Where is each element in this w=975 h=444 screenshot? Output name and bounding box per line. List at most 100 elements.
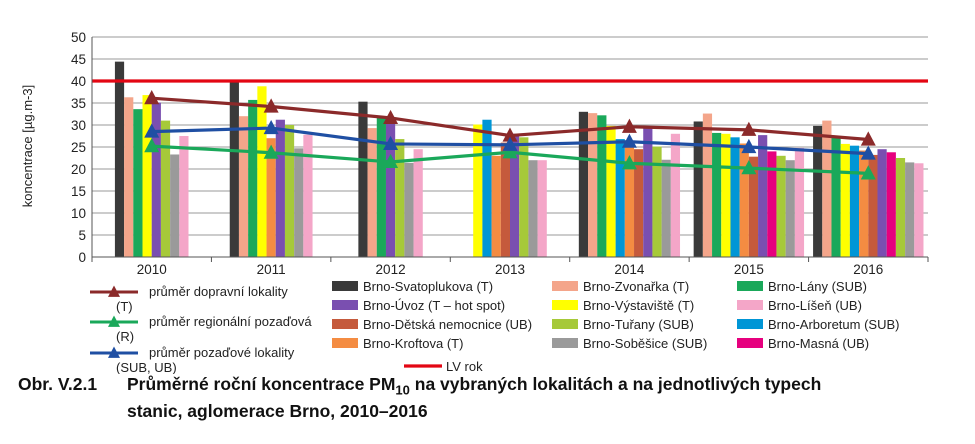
average-marker: [741, 160, 757, 175]
legend-label: (SUB, UB): [116, 360, 177, 374]
bar: [404, 162, 414, 257]
bar: [578, 111, 589, 257]
bar: [597, 115, 607, 257]
y-tick-label: 10: [71, 206, 86, 221]
bar: [739, 143, 749, 257]
bar: [519, 137, 529, 257]
caption-text-a: Průměrné roční koncentrace PM: [127, 374, 396, 394]
bar: [767, 151, 777, 257]
bar: [170, 154, 180, 257]
y-tick-label: 20: [71, 162, 86, 177]
y-tick-label: 5: [78, 228, 86, 243]
legend-label: Brno-Úvoz (T – hot spot): [363, 298, 505, 313]
y-tick-label: 40: [71, 74, 86, 89]
y-tick-label: 45: [71, 52, 86, 67]
bar: [114, 61, 125, 257]
bar: [859, 150, 869, 257]
bar: [500, 142, 510, 257]
x-tick-label: 2013: [495, 262, 525, 277]
x-tick-label: 2012: [376, 262, 406, 277]
bar: [275, 119, 285, 257]
y-tick-label: 35: [71, 96, 86, 111]
bar: [229, 81, 239, 257]
bar: [712, 132, 722, 257]
legend-swatch: [552, 281, 578, 291]
bar: [413, 149, 423, 257]
y-tick-label: 25: [71, 140, 86, 155]
caption-number: Obr. V.2.1: [18, 374, 98, 394]
average-marker: [383, 135, 399, 150]
y-tick-label: 30: [71, 118, 86, 133]
average-marker: [621, 155, 637, 170]
bar: [886, 152, 896, 257]
y-tick-label: 0: [78, 250, 86, 265]
average-marker: [621, 118, 637, 133]
bar: [142, 95, 152, 257]
legend-swatch: [552, 338, 578, 348]
legend-swatch: [332, 319, 358, 329]
bar: [822, 120, 832, 257]
bar: [615, 139, 625, 257]
y-tick-labels: 0 5 10 15 20 25 30 35 40 45 50: [71, 30, 86, 265]
bar: [473, 124, 483, 257]
bar: [877, 149, 887, 257]
average-marker: [263, 98, 279, 113]
average-marker: [144, 138, 160, 153]
bar: [840, 143, 850, 257]
legend-label: Brno-Dětská nemocnice (UB): [363, 317, 532, 332]
bar: [238, 116, 249, 257]
legend-swatch: [332, 300, 358, 310]
legend-label: Brno-Masná (UB): [768, 336, 869, 351]
bar: [537, 160, 547, 257]
x-tick-label: 2014: [614, 262, 645, 277]
y-tick-label: 15: [71, 184, 86, 199]
caption-subscript: 10: [395, 382, 410, 398]
bar: [905, 162, 915, 257]
bar: [179, 136, 189, 257]
legend-swatch: [552, 319, 578, 329]
bar: [721, 133, 731, 257]
average-marker: [860, 131, 876, 146]
legend-label: Brno-Výstaviště (T): [583, 298, 694, 313]
legend-label: (R): [116, 329, 134, 344]
average-marker: [860, 165, 876, 180]
bar: [284, 125, 295, 257]
bar: [813, 125, 823, 257]
bar: [510, 133, 520, 257]
chart-bars: [114, 61, 924, 258]
bar: [748, 156, 759, 257]
bar: [606, 125, 616, 257]
bar: [652, 146, 662, 257]
legend-label: průměr pozaďové lokality: [149, 345, 295, 360]
average-marker: [144, 90, 160, 105]
bar: [160, 120, 171, 257]
legend-swatch: [737, 338, 763, 348]
average-marker: [741, 138, 757, 154]
average-marker: [502, 127, 518, 142]
bar: [670, 133, 681, 257]
chart-axes: [91, 37, 929, 262]
legend-label: Brno-Arboretum (SUB): [768, 317, 899, 332]
bar: [588, 113, 598, 258]
legend-label: průměr regionální pozaďová: [149, 314, 312, 329]
legend-marker: [108, 285, 120, 297]
bar: [367, 128, 377, 257]
legend-swatch: [552, 300, 578, 310]
bar: [294, 148, 304, 257]
chart-average-lines: [144, 90, 876, 180]
bar: [730, 137, 740, 257]
average-marker: [263, 144, 279, 159]
average-marker: [860, 145, 876, 160]
average-marker: [741, 121, 757, 136]
legend-label: Brno-Líšeň (UB): [768, 298, 862, 313]
bar: [395, 139, 405, 257]
x-tick-label: 2016: [853, 262, 883, 277]
bar: [643, 127, 653, 257]
legend-swatch: [737, 300, 763, 310]
legend-marker: [108, 346, 120, 358]
legend-label: Brno-Tuřany (SUB): [583, 317, 694, 332]
legend-label: Brno-Zvonařka (T): [583, 279, 689, 294]
bar: [491, 155, 501, 257]
legend-label: (T): [116, 299, 133, 314]
